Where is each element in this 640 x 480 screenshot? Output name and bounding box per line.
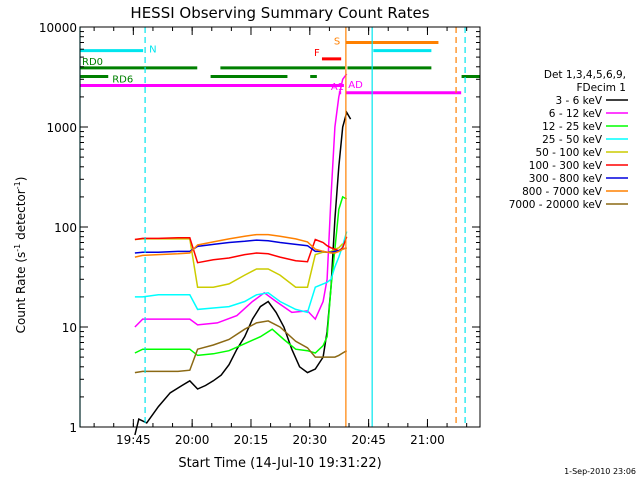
legend-label-50-100-kev: 50 - 100 keV <box>535 147 602 159</box>
series-line-6-12-kev <box>134 73 348 328</box>
series-line-100-300-kev <box>134 236 348 264</box>
svg-text:Count Rate (s-1 detector-1): Count Rate (s-1 detector-1) <box>13 177 28 334</box>
x-tick-label: 19:45 <box>116 433 151 447</box>
legend-label-6-12-kev: 6 - 12 keV <box>549 108 603 120</box>
series-line-3-6-kev <box>134 110 352 436</box>
plot-area: N RD0 RD6 S F AD A1 19:45 20:00 20:15 20:30 20:45 2… <box>39 21 481 447</box>
chart-title: HESSI Observing Summary Count Rates <box>130 4 429 22</box>
state-label-s: S <box>334 36 340 47</box>
y-tick-label: 10000 <box>39 21 77 35</box>
y-tick-label: 1 <box>69 421 77 435</box>
series-line-12-25-kev <box>134 195 348 357</box>
footer-timestamp: 1-Sep-2010 23:06 <box>564 467 636 476</box>
state-label-rd0: RD0 <box>82 57 103 68</box>
legend-label-25-50-kev: 25 - 50 keV <box>542 134 603 146</box>
series-line-7000-20000-kev <box>134 320 348 374</box>
state-label-a1: A1 <box>331 82 344 93</box>
series-line-25-50-kev <box>134 231 348 314</box>
y-tick-label: 1000 <box>46 121 77 135</box>
state-label-f: F <box>314 48 320 59</box>
state-label-n: N <box>149 45 156 56</box>
x-tick-label: 20:00 <box>175 433 210 447</box>
y-axis-label: Count Rate (s-1 detector-1) <box>13 177 28 334</box>
x-tick-label: 20:30 <box>293 433 328 447</box>
state-label-rd6: RD6 <box>112 74 133 85</box>
legend-label-3-6-kev: 3 - 6 keV <box>555 95 602 107</box>
x-tick-label: 20:15 <box>234 433 269 447</box>
legend-label-7000-20000-kev: 7000 - 20000 keV <box>509 199 603 211</box>
series-line-300-800-kev <box>134 239 347 254</box>
x-axis-label: Start Time (14-Jul-10 19:31:22) <box>178 456 381 471</box>
legend-header: Det 1,3,4,5,6,9, <box>544 69 626 81</box>
x-tick-label: 21:00 <box>410 433 445 447</box>
legend-label-12-25-kev: 12 - 25 keV <box>542 121 603 133</box>
legend-label-300-800-kev: 300 - 800 keV <box>529 173 603 185</box>
y-tick-label: 100 <box>54 221 77 235</box>
legend-label-800-7000-kev: 800 - 7000 keV <box>522 186 603 198</box>
y-tick-label: 10 <box>62 321 77 335</box>
state-label-ad: AD <box>348 80 363 91</box>
x-tick-label: 20:45 <box>351 433 386 447</box>
legend-label-100-300-kev: 100 - 300 keV <box>529 160 603 172</box>
legend-header: FDecim 1 <box>576 82 626 94</box>
series-line-800-7000-kev <box>134 233 347 258</box>
